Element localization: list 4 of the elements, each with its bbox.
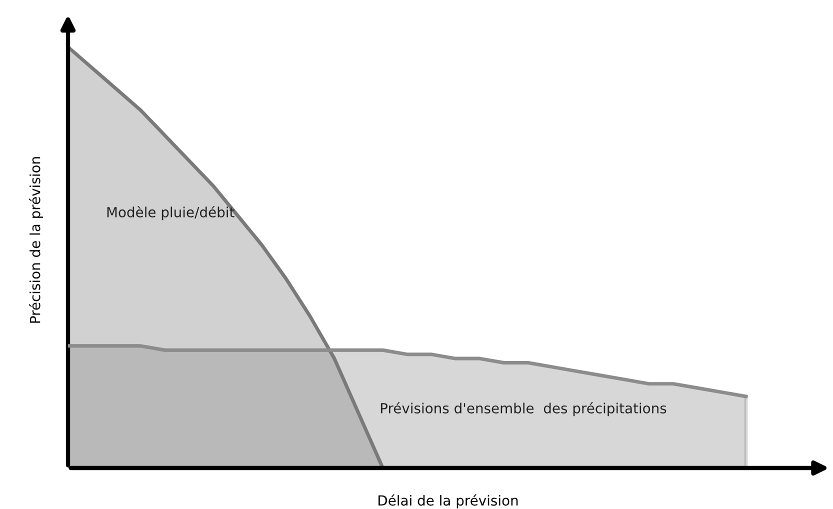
- series-label: Modèle pluie/débit: [107, 206, 234, 220]
- y-axis-title: Précision de la prévision: [29, 157, 43, 323]
- series-label: Prévisions d'ensemble des précipitations: [380, 402, 666, 416]
- x-axis-title: Délai de la prévision: [378, 494, 518, 508]
